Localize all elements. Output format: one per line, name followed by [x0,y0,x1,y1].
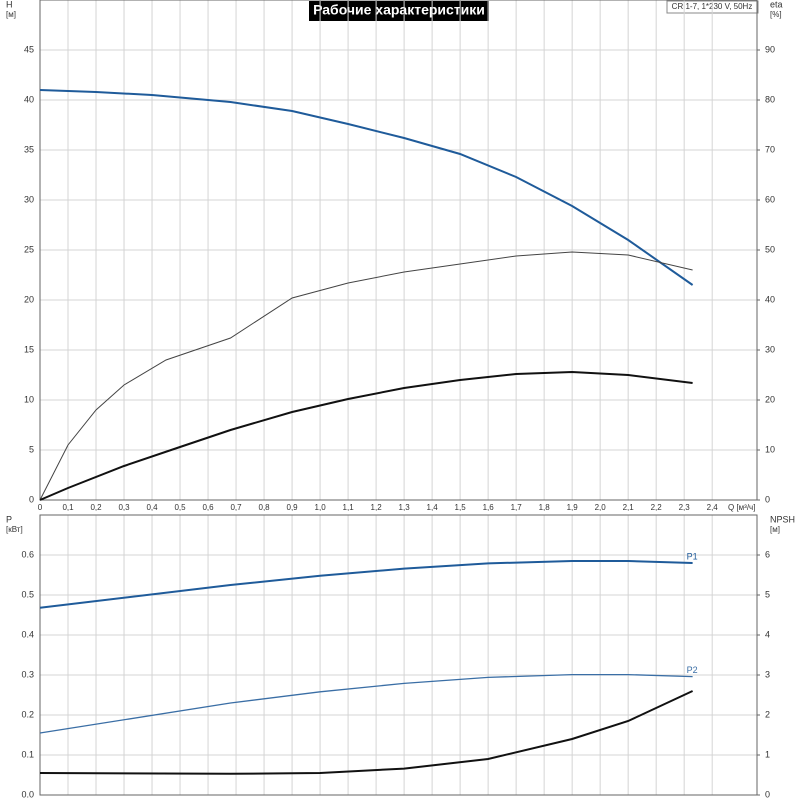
x-tick-label: 1,9 [567,503,579,512]
x-tick-label: 1,7 [511,503,523,512]
y2-tick-label: 0 [765,789,770,799]
y-tick-label: 0.5 [21,589,34,599]
y2-tick-label: 6 [765,549,770,559]
y2-tick-label: 70 [765,144,775,154]
curve [39,560,693,609]
y-tick-label: 45 [24,44,34,54]
curve-label: P1 [687,551,698,561]
y-tick-label: 35 [24,144,34,154]
x-tick-label: 0,8 [259,503,271,512]
curve [39,89,694,286]
x-tick-label: 2,0 [595,503,607,512]
y2-tick-label: 90 [765,44,775,54]
plot-frame [39,514,758,796]
y-axis-unit: [кВт] [6,525,23,534]
x-tick-label: 0 [38,503,43,512]
y2-tick-label: 0 [765,494,770,504]
y-tick-label: 30 [24,194,34,204]
chart-title: Рабочие характеристики [313,2,485,18]
y2-axis-label: eta [770,0,783,9]
y-tick-label: 5 [29,444,34,454]
x-tick-label: 0,1 [62,503,74,512]
y2-axis-unit: [%] [770,10,782,19]
y-tick-label: 10 [24,394,34,404]
x-axis-label: Q [м³/ч] [728,503,755,512]
y2-tick-label: 40 [765,294,775,304]
y-tick-label: 0.0 [21,789,34,799]
curve [39,673,693,734]
x-tick-label: 0,9 [287,503,299,512]
y-axis-label: H [6,0,13,9]
y-tick-label: 40 [24,94,34,104]
y-tick-label: 0.4 [21,629,34,639]
x-tick-label: 0,7 [230,503,242,512]
x-tick-label: 0,3 [118,503,130,512]
x-tick-label: 1,0 [315,503,327,512]
x-tick-label: 1,4 [427,503,439,512]
x-tick-label: 2,3 [679,503,691,512]
x-tick-label: 0,4 [146,503,158,512]
title-box [309,1,489,21]
y2-axis-unit: [м] [770,525,780,534]
y2-tick-label: 2 [765,709,770,719]
y-axis-label: P [6,514,12,524]
y-tick-label: 0 [29,494,34,504]
x-tick-label: 1,2 [371,503,383,512]
x-tick-label: 2,4 [707,503,719,512]
y2-tick-label: 30 [765,344,775,354]
y-axis-unit: [м] [6,10,16,19]
curve [39,251,693,501]
curve [39,690,694,775]
y-tick-label: 15 [24,344,34,354]
x-tick-label: 2,1 [623,503,635,512]
y-tick-label: 20 [24,294,34,304]
y2-tick-label: 80 [765,94,775,104]
curve-label: P2 [687,665,698,675]
y-tick-label: 25 [24,244,34,254]
y-tick-label: 0.2 [21,709,34,719]
y-tick-label: 0.3 [21,669,34,679]
x-tick-label: 1,6 [483,503,495,512]
y2-tick-label: 1 [765,749,770,759]
x-tick-label: 1,3 [399,503,411,512]
y2-tick-label: 4 [765,629,770,639]
y2-tick-label: 3 [765,669,770,679]
x-tick-label: 1,8 [539,503,551,512]
y2-axis-label: NPSH [770,514,795,524]
y-tick-label: 0.6 [21,549,34,559]
y-tick-label: 0.1 [21,749,34,759]
y2-tick-label: 60 [765,194,775,204]
x-tick-label: 1,1 [343,503,355,512]
y2-tick-label: 10 [765,444,775,454]
curve [39,370,693,501]
y2-tick-label: 5 [765,589,770,599]
x-tick-label: 0,2 [90,503,102,512]
x-tick-label: 2,2 [651,503,663,512]
x-tick-label: 0,6 [202,503,214,512]
x-tick-label: 0,5 [174,503,186,512]
x-tick-label: 1,5 [455,503,467,512]
plot-frame [39,0,758,501]
y2-tick-label: 50 [765,244,775,254]
y2-tick-label: 20 [765,394,775,404]
